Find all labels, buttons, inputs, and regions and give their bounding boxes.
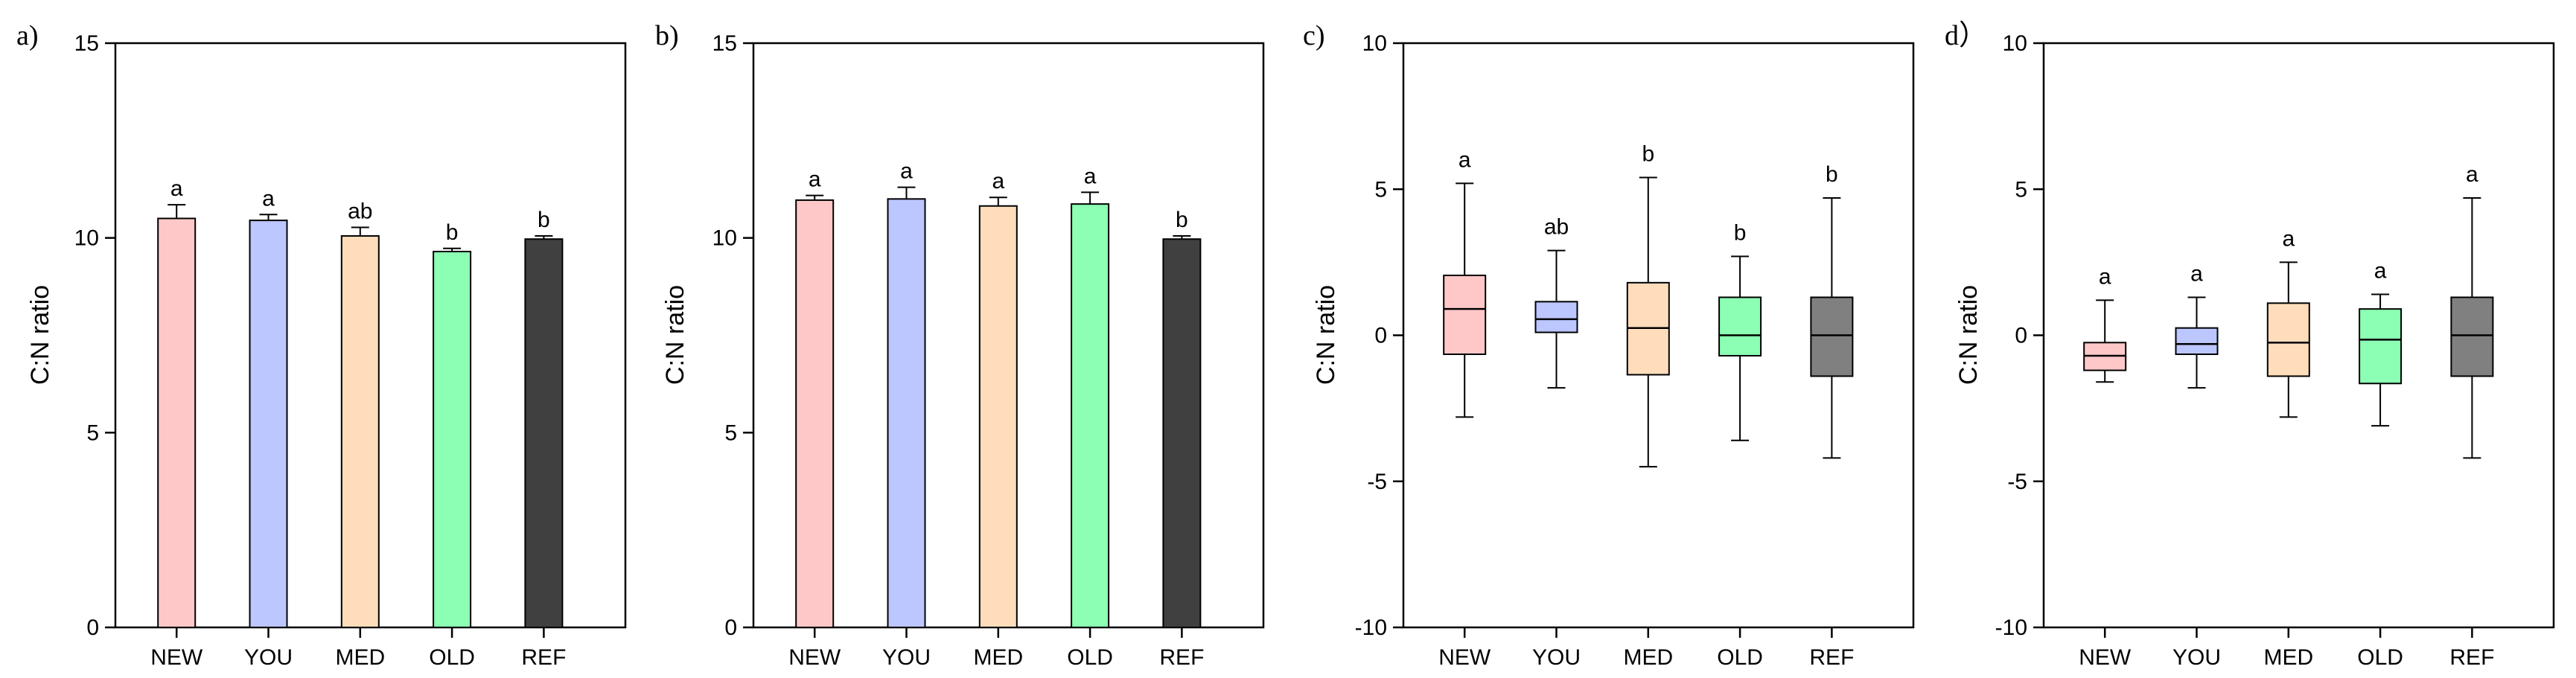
significance-letter: b xyxy=(538,208,550,232)
y-tick-label: 5 xyxy=(2015,177,2027,202)
box-med xyxy=(2266,302,2310,377)
y-tick-label: 5 xyxy=(724,420,737,445)
bar-med xyxy=(340,235,380,628)
x-tick-label-you: YOU xyxy=(882,645,931,670)
significance-letter: a xyxy=(1084,164,1097,188)
significance-letter: a xyxy=(1458,147,1471,172)
x-tick-label-med: MED xyxy=(335,645,385,670)
bar-you xyxy=(249,220,288,629)
panel-d: d） -10 -5 0 5 10 C:N ratio NEW YOU MED OLD REF a a a a a xyxy=(1945,20,2555,670)
significance-letter: b xyxy=(1826,162,1838,187)
box-new xyxy=(1443,275,1487,356)
bar-ref xyxy=(524,238,564,628)
significance-letter: a xyxy=(2190,261,2203,286)
significance-letter: a xyxy=(992,169,1004,194)
x-tick-label-new: NEW xyxy=(1438,645,1491,670)
y-tick-label: -10 xyxy=(1995,615,2027,640)
significance-letter: b xyxy=(1734,221,1747,246)
significance-letter: a xyxy=(170,176,183,201)
y-tick-label: 0 xyxy=(86,615,99,640)
bar-old xyxy=(433,250,472,628)
bar-old xyxy=(1071,203,1110,628)
significance-letter: a xyxy=(2466,162,2478,187)
bar-new xyxy=(157,217,197,628)
panel-label: c) xyxy=(1303,20,1325,51)
box-you xyxy=(2175,327,2219,356)
significance-letter: a xyxy=(262,186,275,211)
x-tick-label-old: OLD xyxy=(429,645,475,670)
x-tick-label-old: OLD xyxy=(1067,645,1113,670)
panel-label: a) xyxy=(16,20,39,51)
x-tick-label-you: YOU xyxy=(244,645,293,670)
y-axis-label: C:N ratio xyxy=(1312,285,1340,385)
panel-b: b) 0 5 10 15 C:N ratio NEW YOU MED OLD REF a a a a b xyxy=(655,20,1265,670)
x-tick-label-ref: REF xyxy=(1809,645,1854,670)
y-tick-label: -5 xyxy=(2007,470,2027,494)
y-tick-label: 0 xyxy=(2015,324,2027,348)
y-tick-label: -10 xyxy=(1355,615,1387,640)
x-tick-label-old: OLD xyxy=(1717,645,1763,670)
box-you xyxy=(1534,301,1578,333)
y-tick-label: 15 xyxy=(712,31,737,56)
y-tick-label: 10 xyxy=(712,226,737,251)
significance-letter: ab xyxy=(1544,215,1569,240)
y-axis-label: C:N ratio xyxy=(26,285,54,385)
x-tick-label-new: NEW xyxy=(788,645,841,670)
bar-you xyxy=(887,198,926,629)
box-ref xyxy=(1810,296,1854,377)
significance-letter: b xyxy=(446,220,459,245)
significance-letter: a xyxy=(900,159,913,184)
x-tick-label-ref: REF xyxy=(521,645,566,670)
y-tick-label: 10 xyxy=(2003,31,2027,56)
significance-letter: b xyxy=(1176,208,1188,232)
panel-a: a) 0 5 10 15 C:N ratio NEW YOU MED OLD REF a a ab b b xyxy=(16,20,627,670)
bar-ref xyxy=(1162,238,1202,628)
significance-letter: a xyxy=(2374,259,2387,284)
y-tick-label: 0 xyxy=(724,615,737,640)
y-tick-label: 10 xyxy=(1362,31,1387,56)
box-ref xyxy=(2450,296,2494,377)
panel-label: b) xyxy=(655,20,679,51)
bar-med xyxy=(978,205,1018,628)
y-tick-label: 15 xyxy=(74,31,99,56)
x-tick-label-ref: REF xyxy=(2449,645,2494,670)
significance-letter: a xyxy=(809,167,821,192)
y-tick-label: 5 xyxy=(86,420,99,445)
significance-letter: ab xyxy=(348,199,372,224)
significance-letter: a xyxy=(2099,264,2111,289)
x-tick-label-old: OLD xyxy=(2357,645,2403,670)
panel-label: d） xyxy=(1945,20,1987,51)
x-tick-label-you: YOU xyxy=(1532,645,1581,670)
significance-letter: a xyxy=(2282,226,2295,251)
x-tick-label-new: NEW xyxy=(150,645,203,670)
x-tick-label-ref: REF xyxy=(1159,645,1204,670)
x-tick-label-med: MED xyxy=(1623,645,1673,670)
y-tick-label: -5 xyxy=(1367,470,1387,494)
box-old xyxy=(2359,308,2403,385)
y-tick-label: 0 xyxy=(1374,324,1387,348)
y-axis-label: C:N ratio xyxy=(661,285,689,385)
y-tick-label: 10 xyxy=(74,226,99,251)
y-tick-label: 5 xyxy=(1374,177,1387,202)
x-tick-label-med: MED xyxy=(973,645,1023,670)
x-tick-label-med: MED xyxy=(2263,645,2313,670)
x-tick-label-you: YOU xyxy=(2172,645,2221,670)
significance-letter: b xyxy=(1642,142,1654,167)
x-tick-label-new: NEW xyxy=(2079,645,2132,670)
box-old xyxy=(1718,296,1762,356)
bar-new xyxy=(795,199,835,628)
panel-c: c) -10 -5 0 5 10 C:N ratio NEW YOU MED OLD REF a ab b b… xyxy=(1303,20,1915,670)
y-axis-label: C:N ratio xyxy=(1954,285,1983,385)
